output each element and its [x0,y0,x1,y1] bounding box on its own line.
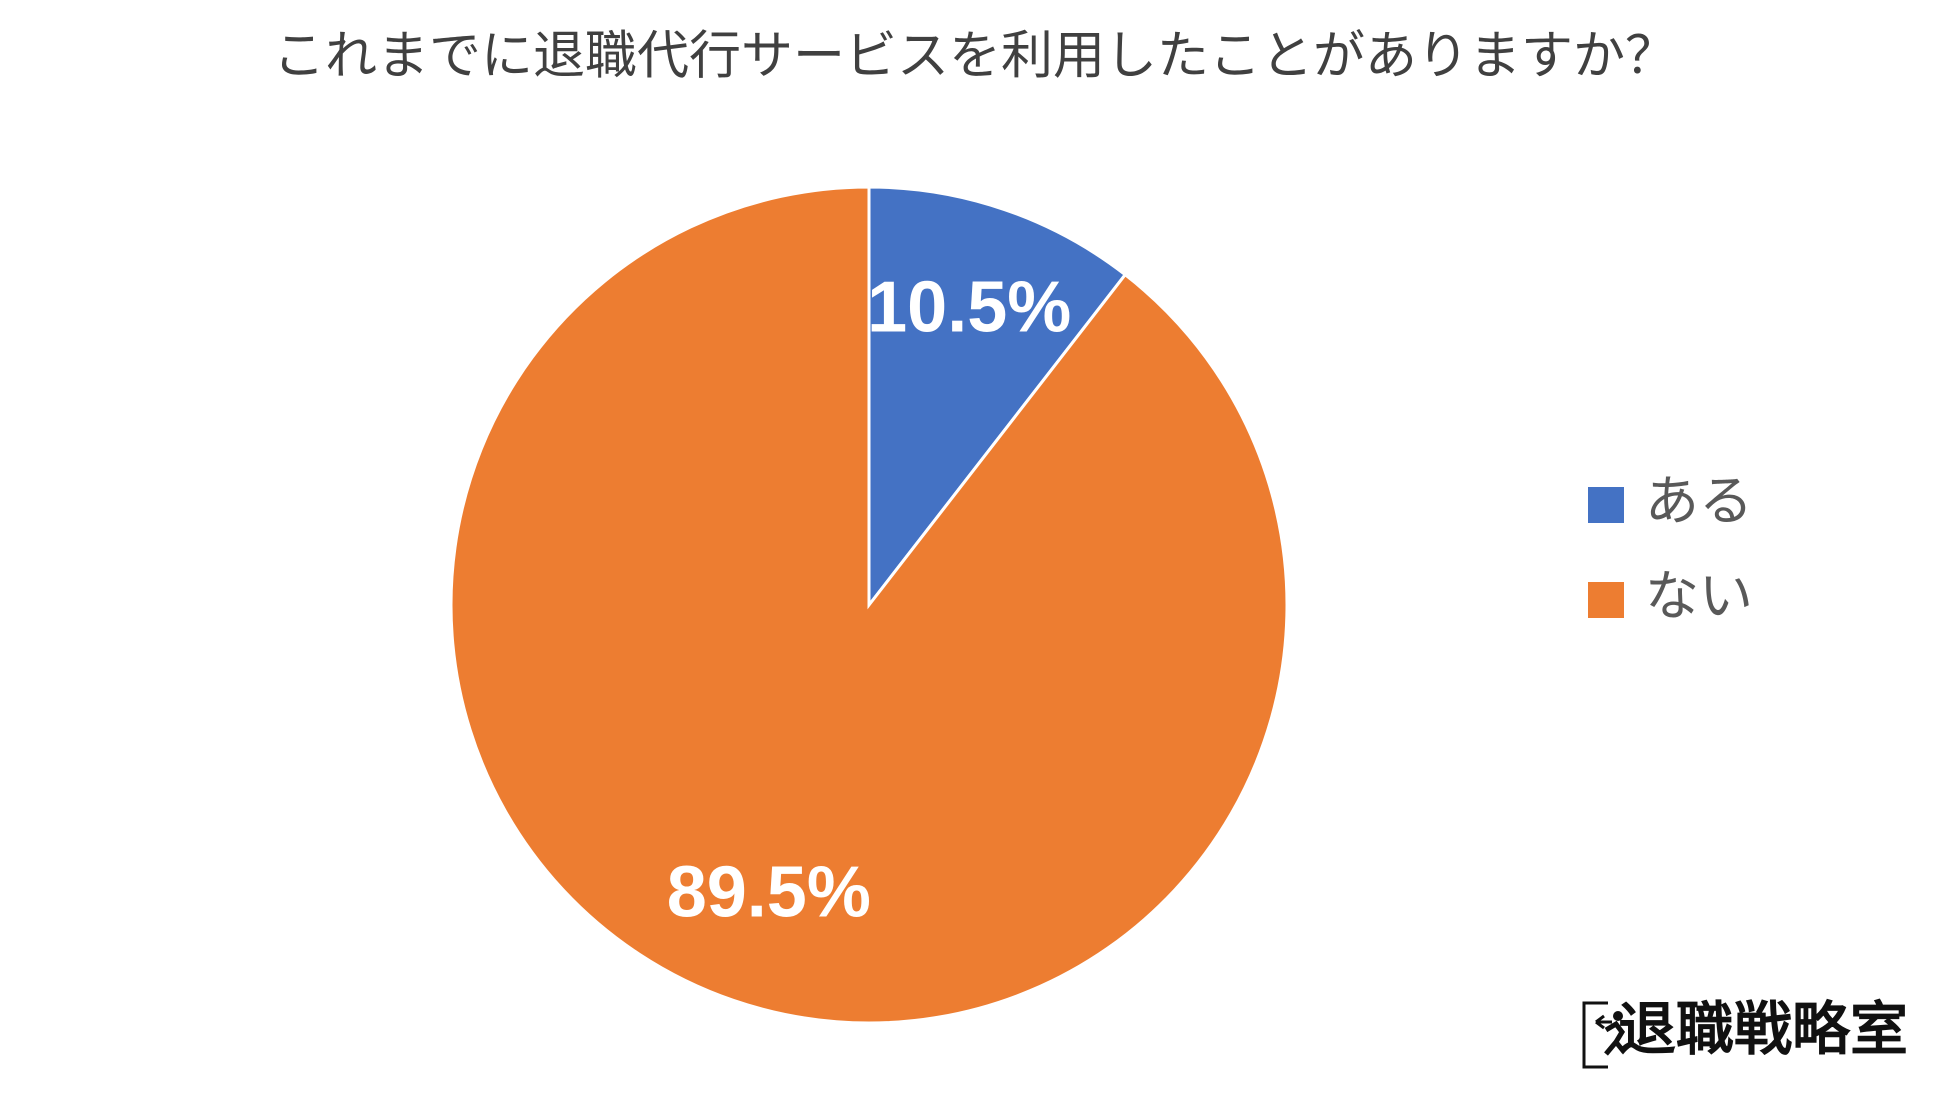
logo-text: 退職戦略室 [1618,995,1908,1063]
data-label: 89.5% [667,853,871,933]
legend-label: ある [1645,470,1753,533]
data-label: 10.5% [867,267,1071,347]
legend-swatch [1588,487,1624,523]
logo-icon [1582,1001,1626,1069]
pie-slice [449,185,1289,1025]
legend-label: ない [1645,565,1753,628]
chart-title: これまでに退職代行サービスを利用したことがありますか？ [273,27,1677,87]
pie-slice [867,185,1128,610]
legend-swatch [1588,582,1624,618]
